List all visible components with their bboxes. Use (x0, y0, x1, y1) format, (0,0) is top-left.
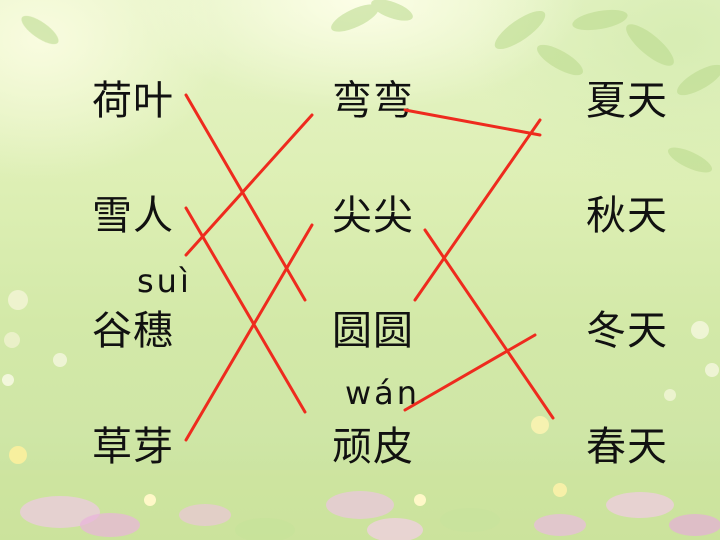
word-round: 圆圆 (332, 308, 414, 354)
match-line-2 (184, 113, 314, 257)
match-line-4 (403, 108, 542, 137)
word-naughty: 顽皮 (332, 424, 414, 470)
word-grass-sprout: 草芽 (92, 424, 174, 470)
match-line-5 (423, 228, 555, 420)
match-line-7 (403, 333, 537, 412)
word-autumn: 秋天 (586, 193, 668, 239)
match-line-1 (184, 206, 307, 414)
word-summer: 夏天 (586, 78, 668, 124)
pinyin-wan: wán (345, 374, 421, 412)
match-line-6 (413, 118, 542, 302)
match-line-3 (184, 223, 314, 442)
word-spring: 春天 (586, 424, 668, 470)
word-curved: 弯弯 (332, 78, 414, 124)
word-snowman: 雪人 (92, 193, 174, 239)
word-pointed: 尖尖 (332, 193, 414, 239)
word-grain-ear: 谷穗 (92, 308, 174, 354)
pinyin-sui: suì (137, 262, 192, 300)
word-lotus-leaf: 荷叶 (92, 78, 174, 124)
word-winter: 冬天 (586, 308, 668, 354)
match-line-0 (184, 93, 307, 302)
